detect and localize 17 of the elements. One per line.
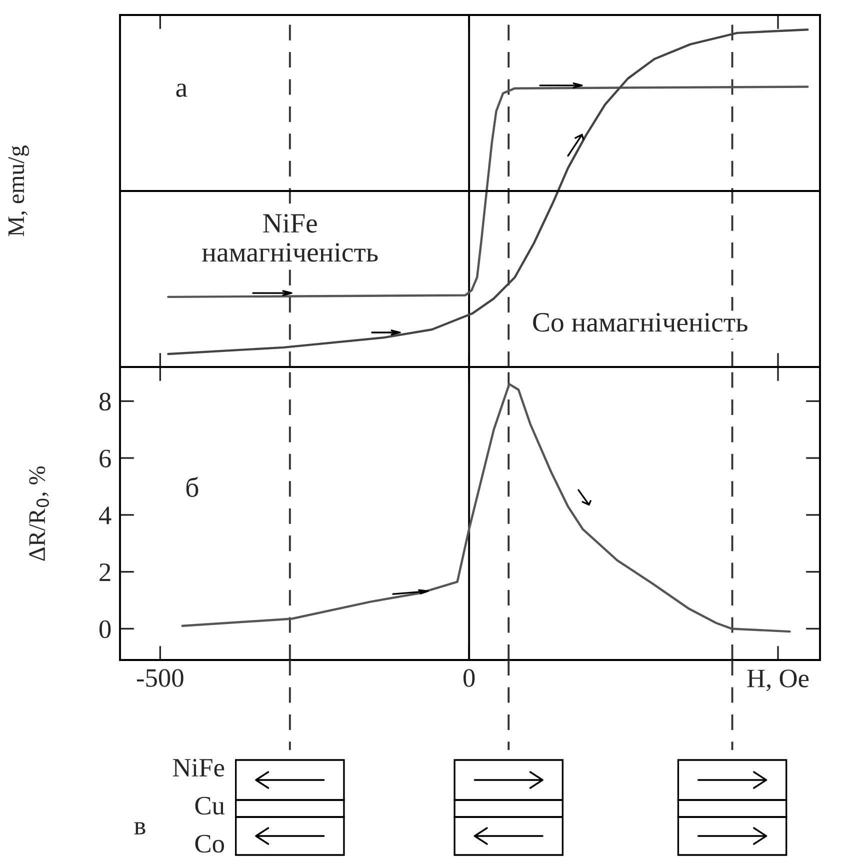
y-tick-label: 8 (99, 392, 111, 411)
text: Co (195, 834, 224, 853)
y-tick-label: 0 (99, 620, 111, 638)
text: NiFe (172, 758, 224, 777)
y-tick-label: 4 (98, 506, 112, 524)
annotation: б (186, 476, 198, 498)
annotation: NiFe намагніченість (202, 214, 378, 262)
text: Cu (195, 796, 225, 815)
annotation: Co намагніченість (533, 313, 748, 332)
y-tick-label: 6 (100, 450, 111, 468)
y-axis-title: M, emu/g (8, 146, 29, 236)
x-axis-title: H, Oe (747, 670, 809, 692)
annotation: а (176, 84, 188, 97)
text: в (134, 822, 146, 834)
y-tick-label: 2 (100, 563, 110, 581)
x-tick-label: -500 (136, 669, 184, 687)
y-axis-title: ΔR/R$_{0}$, % (29, 466, 49, 561)
